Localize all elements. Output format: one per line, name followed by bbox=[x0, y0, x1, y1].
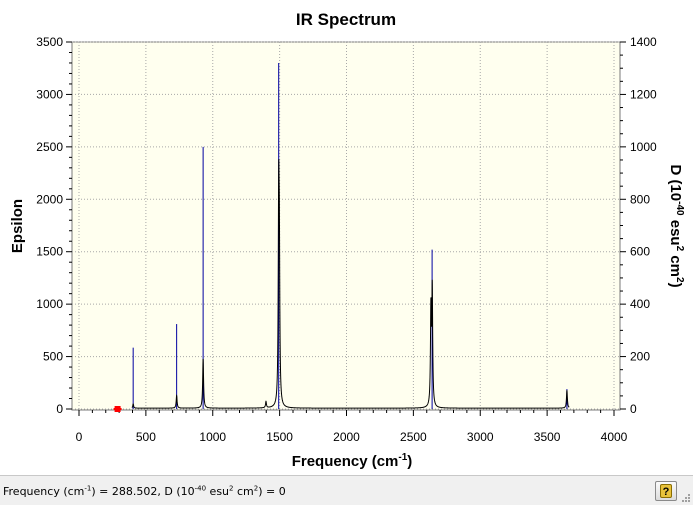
y-tick-label: 500 bbox=[43, 350, 63, 364]
status-mid1: ) = 288.502, D (10 bbox=[91, 485, 195, 498]
y-tick-label: 3000 bbox=[36, 87, 63, 101]
ir-spectrum-chart: IR Spectrum 0 500 1000 1500 2000 2500 3000 3500… bbox=[9, 10, 685, 470]
y2-tick-label: 1200 bbox=[630, 87, 657, 101]
x-tick-label: 2000 bbox=[333, 430, 360, 444]
y2-tick-label: 1400 bbox=[630, 35, 657, 49]
status-mid3: cm bbox=[233, 485, 254, 498]
y2-label-part2: esu bbox=[667, 216, 684, 246]
x-axis-label-sup: -1 bbox=[398, 452, 407, 463]
resize-grip-icon[interactable] bbox=[681, 493, 691, 503]
chart-title: IR Spectrum bbox=[296, 10, 396, 29]
y-tick-label: 3500 bbox=[36, 35, 63, 49]
status-exp3: 2 bbox=[229, 484, 234, 493]
y-tick-label: 1500 bbox=[36, 245, 63, 259]
y2-label-part3: cm bbox=[667, 251, 684, 277]
y2-label-part4: ) bbox=[667, 283, 684, 288]
help-button[interactable]: ? bbox=[655, 481, 677, 501]
y2-tick-label: 400 bbox=[630, 297, 650, 311]
x-axis-label: Frequency (cm-1) bbox=[292, 452, 413, 470]
status-mid2: esu bbox=[206, 485, 230, 498]
frequency-marker[interactable] bbox=[113, 406, 122, 412]
y2-tick-label: 0 bbox=[630, 402, 637, 416]
y-tick-label: 2500 bbox=[36, 140, 63, 154]
y2-label-sup3: 2 bbox=[674, 277, 685, 283]
spectrum-line bbox=[131, 159, 570, 409]
y2-tick-label: 800 bbox=[630, 192, 650, 206]
x-tick-label: 3500 bbox=[534, 430, 561, 444]
x-axis-label-tail: ) bbox=[407, 453, 412, 470]
y2-label-sup2: 2 bbox=[674, 246, 685, 252]
status-readout: Frequency (cm-1) = 288.502, D (10-40 esu… bbox=[3, 485, 286, 498]
y2-tick-label: 1000 bbox=[630, 140, 657, 154]
x-tick-label: 2500 bbox=[400, 430, 427, 444]
y-axis-label: Epsilon bbox=[9, 199, 26, 253]
x-tick-label: 500 bbox=[136, 430, 156, 444]
status-exp1: -1 bbox=[84, 484, 92, 493]
status-bar: Frequency (cm-1) = 288.502, D (10-40 esu… bbox=[0, 475, 693, 505]
x-axis-label-main: Frequency (cm bbox=[292, 453, 399, 470]
axis-ticks: 0 500 1000 1500 2000 2500 3000 3500 400005001000… bbox=[36, 35, 657, 444]
y2-tick-label: 600 bbox=[630, 245, 650, 259]
x-tick-label: 3000 bbox=[467, 430, 494, 444]
x-tick-label: 1000 bbox=[199, 430, 226, 444]
status-exp4: 2 bbox=[253, 484, 259, 493]
y2-axis-label: D (10-40 esu2 cm2) bbox=[667, 164, 685, 287]
status-prefix: Frequency (cm bbox=[3, 485, 85, 498]
x-tick-label: 4000 bbox=[601, 430, 628, 444]
help-icon: ? bbox=[660, 484, 672, 498]
y-tick-label: 1000 bbox=[36, 297, 63, 311]
y2-tick-label: 200 bbox=[630, 350, 650, 364]
marker-dot bbox=[114, 406, 121, 412]
y-tick-label: 0 bbox=[56, 402, 63, 416]
status-exp2: -40 bbox=[194, 484, 207, 493]
x-tick-label: 1500 bbox=[266, 430, 293, 444]
y-tick-label: 2000 bbox=[36, 192, 63, 206]
y2-label-sup1: -40 bbox=[674, 201, 685, 216]
x-tick-label: 0 bbox=[76, 430, 83, 444]
status-suffix: ) = 0 bbox=[258, 485, 286, 498]
y2-label-part1: D (10 bbox=[667, 164, 684, 201]
